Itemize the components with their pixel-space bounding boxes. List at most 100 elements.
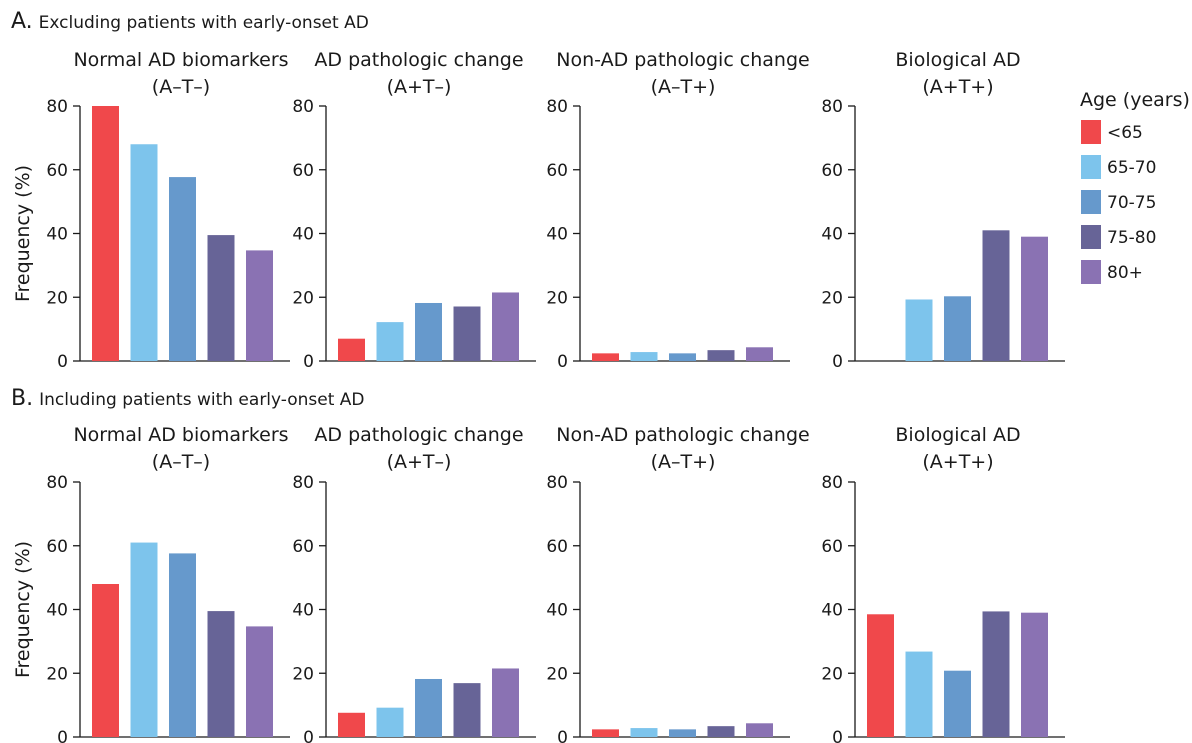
y-tick-label: 40 [46,601,68,621]
y-tick-label: 60 [292,161,314,181]
legend-label: <65 [1107,123,1143,143]
section-text: Excluding patients with early-onset AD [39,13,369,33]
bar-70-75 [669,729,696,737]
panel-title: AD pathologic change [314,49,523,71]
y-tick-label: 60 [546,537,568,557]
y-axis-label: Frequency (%) [12,165,34,302]
bar-70-75 [415,302,442,361]
bar-75-80 [982,611,1010,737]
panel-subtitle: (A+T+) [922,76,993,98]
bar-<65 [92,106,119,361]
y-tick-label: 0 [832,728,843,743]
bar-<65 [338,338,365,361]
chart-panel: Normal AD biomarkers (A–T–) 0 20 40 60 80 Frequ… [12,424,290,743]
y-tick-label: 40 [821,225,843,245]
y-tick-label: 40 [546,225,568,245]
y-tick-label: 40 [821,601,843,621]
bar-<65 [867,614,894,737]
bar-70-75 [944,670,971,737]
y-tick-label: 0 [557,728,568,743]
y-axis-label: Frequency (%) [12,541,34,678]
chart-panel: Biological AD (A+T+) 0 20 40 60 80 [821,424,1065,743]
legend-label: 80+ [1107,263,1143,283]
y-tick-label: 40 [46,225,68,245]
y-tick-label: 0 [57,352,68,372]
legend-swatch [1081,120,1101,144]
y-tick-label: 0 [57,728,68,743]
section-label: A. Excluding patients with early-onset AD [11,9,369,34]
y-tick-label: 60 [546,161,568,181]
y-tick-label: 80 [821,97,843,117]
y-tick-label: 20 [546,664,568,684]
bar-65-70 [905,651,933,737]
y-tick-label: 80 [46,97,68,117]
bar-65-70 [376,707,404,737]
y-tick-label: 60 [46,161,68,181]
bar-80+ [1021,236,1048,361]
legend-label: 75-80 [1107,228,1156,248]
y-tick-label: 60 [292,537,314,557]
panel-title: AD pathologic change [314,424,523,446]
y-tick-label: 0 [303,352,314,372]
bar-75-80 [207,235,235,361]
bar-75-80 [453,683,481,737]
legend-label: 65-70 [1107,158,1156,178]
y-tick-label: 60 [821,161,843,181]
y-tick-label: 80 [46,473,68,493]
bar-80+ [246,250,273,361]
bar-65-70 [905,299,933,361]
bar-70-75 [169,177,196,361]
bar-<65 [92,584,119,737]
bar-65-70 [630,728,658,737]
y-tick-label: 80 [546,473,568,493]
legend-swatch [1081,190,1101,214]
bar-65-70 [376,322,404,361]
bar-75-80 [453,306,481,361]
y-tick-label: 20 [292,664,314,684]
section-letter: A. [11,9,33,34]
panel-subtitle: (A–T–) [152,76,210,98]
bar-<65 [338,712,365,737]
y-tick-label: 20 [46,288,68,308]
y-tick-label: 80 [292,97,314,117]
bar-80+ [246,626,273,737]
bar-80+ [1021,612,1048,737]
y-tick-label: 60 [821,537,843,557]
y-tick-label: 0 [303,728,314,743]
y-tick-label: 80 [292,473,314,493]
bar-65-70 [130,144,158,361]
chart-panel: Non-AD pathologic change (A–T+) 0 20 40 60 80 [546,49,809,372]
bar-80+ [746,723,773,737]
bar-70-75 [169,553,196,737]
panel-subtitle: (A–T+) [651,76,716,98]
chart-panel: AD pathologic change (A+T–) 0 20 40 60 80 [292,424,536,743]
y-tick-label: 80 [546,97,568,117]
y-tick-label: 20 [292,288,314,308]
panel-title: Normal AD biomarkers [73,49,288,71]
bar-75-80 [707,350,735,361]
y-tick-label: 20 [821,288,843,308]
bar-<65 [592,729,619,737]
bar-<65 [592,353,619,361]
legend-title: Age (years) [1080,89,1190,111]
section-letter: B. [11,386,33,411]
chart-panel: Biological AD (A+T+) 0 20 40 60 80 [821,49,1065,372]
chart-panel: Normal AD biomarkers (A–T–) 0 20 40 60 80 Frequ… [12,49,290,372]
y-tick-label: 40 [292,601,314,621]
panel-subtitle: (A+T–) [387,76,452,98]
bar-75-80 [707,726,735,737]
section-text: Including patients with early-onset AD [39,390,364,410]
y-tick-label: 0 [557,352,568,372]
bar-70-75 [944,296,971,361]
section-label: B. Including patients with early-onset AD [11,386,365,411]
panel-title: Non-AD pathologic change [556,424,809,446]
bar-80+ [492,292,519,361]
panel-subtitle: (A–T–) [152,451,210,473]
bar-70-75 [415,678,442,737]
bar-75-80 [207,611,235,737]
y-tick-label: 20 [821,664,843,684]
bar-75-80 [982,230,1010,361]
y-tick-label: 40 [292,225,314,245]
panel-subtitle: (A+T+) [922,451,993,473]
